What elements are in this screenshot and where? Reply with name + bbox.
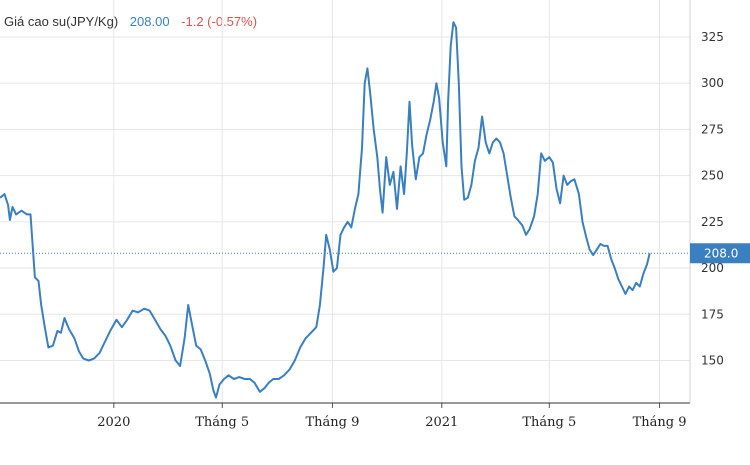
price-series-line — [0, 21, 651, 399]
price-change: -1.2 (-0.57%) — [181, 14, 258, 29]
last-value-badge — [690, 243, 750, 264]
y-tick-label: 225 — [701, 215, 724, 229]
x-tick-label: Tháng 5 — [522, 415, 576, 430]
x-tick-label: Tháng 9 — [306, 415, 360, 430]
last-value-label: 208.0 — [704, 246, 738, 260]
last-price: 208.00 — [129, 14, 170, 29]
x-tick-label: Tháng 9 — [633, 415, 687, 430]
y-tick-label: 325 — [701, 30, 724, 44]
y-tick-label: 275 — [701, 122, 724, 136]
x-tick-label: Tháng 5 — [195, 415, 249, 430]
y-tick-label: 300 — [701, 76, 724, 90]
x-tick-label: 2020 — [97, 415, 130, 430]
y-tick-label: 175 — [701, 307, 724, 321]
chart-header: Giá cao su(JPY/Kg) 208.00 -1.2 (-0.57%) — [4, 14, 265, 29]
y-tick-label: 250 — [701, 169, 724, 183]
y-tick-label: 150 — [701, 353, 724, 367]
chart-title: Giá cao su(JPY/Kg) — [4, 14, 119, 29]
x-tick-label: 2021 — [425, 415, 458, 430]
y-tick-label: 200 — [701, 261, 724, 275]
